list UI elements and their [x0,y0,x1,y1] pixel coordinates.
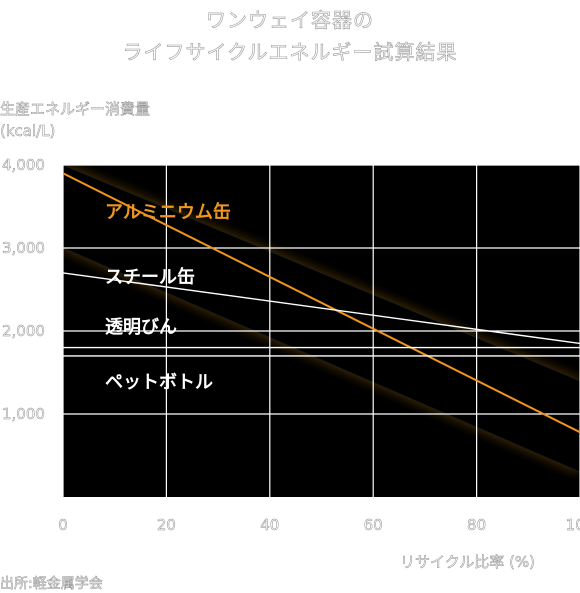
series-label-1: スチール缶 [105,266,195,288]
y-tick-label: 4,000 [2,156,45,174]
x-tick-label: 100 [566,516,580,534]
y-tick-label: 2,000 [2,322,45,340]
x-axis-label: リサイクル比率 (%) [400,553,535,572]
series-label-2: 透明びん [105,317,177,338]
x-tick-label: 40 [260,516,279,534]
x-tick-label: 60 [364,516,383,534]
x-tick-label: 80 [467,516,486,534]
source-note: 出所:軽金属学会 [0,576,103,593]
aluminum-range-band [63,165,580,473]
series-line-1 [63,272,580,345]
y-axis-label: 生産エネルギー消費量 [0,100,151,119]
y-tick-label: 1,000 [2,405,45,423]
x-tick-label: 0 [58,516,68,534]
series-label-0: アルミニウム缶 [105,201,231,223]
chart-title-line-1: ワンウェイ容器の [206,8,374,33]
y-axis-unit: (kcal/L) [0,122,56,141]
x-tick-label: 20 [157,516,176,534]
chart-title-line-2: ライフサイクルエネルギー試算結果 [122,40,458,65]
series-label-3: ペットボトル [105,372,213,393]
y-tick-label: 3,000 [2,239,45,257]
series-line-0 [63,172,580,434]
